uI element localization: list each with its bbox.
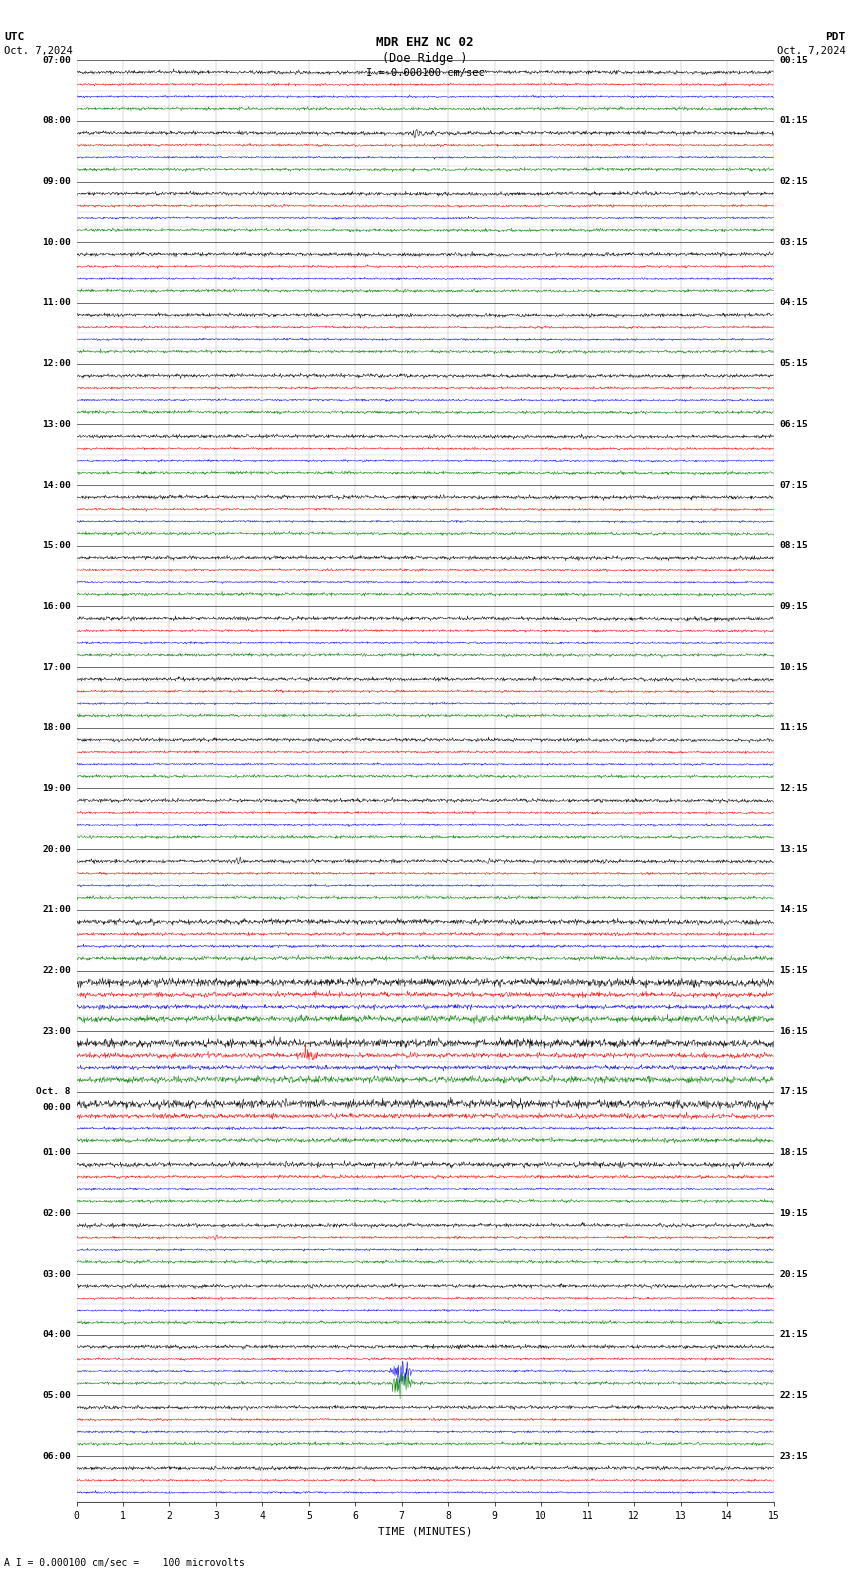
- Text: 01:00: 01:00: [42, 1148, 71, 1158]
- Text: 03:15: 03:15: [779, 238, 808, 247]
- Text: 15:15: 15:15: [779, 966, 808, 976]
- Text: 02:00: 02:00: [42, 1209, 71, 1218]
- Text: 21:00: 21:00: [42, 906, 71, 914]
- Text: 14:15: 14:15: [779, 906, 808, 914]
- Text: UTC: UTC: [4, 32, 25, 41]
- Text: 16:00: 16:00: [42, 602, 71, 611]
- Text: 15:00: 15:00: [42, 542, 71, 550]
- Text: 20:15: 20:15: [779, 1269, 808, 1278]
- Text: 02:15: 02:15: [779, 177, 808, 185]
- Text: 07:15: 07:15: [779, 480, 808, 489]
- Text: A I = 0.000100 cm/sec =    100 microvolts: A I = 0.000100 cm/sec = 100 microvolts: [4, 1559, 245, 1568]
- Text: 04:00: 04:00: [42, 1331, 71, 1338]
- Text: 19:00: 19:00: [42, 784, 71, 794]
- Text: I = 0.000100 cm/sec: I = 0.000100 cm/sec: [366, 68, 484, 78]
- Text: 19:15: 19:15: [779, 1209, 808, 1218]
- Text: 05:00: 05:00: [42, 1391, 71, 1400]
- Text: 10:00: 10:00: [42, 238, 71, 247]
- Text: 01:15: 01:15: [779, 116, 808, 125]
- Text: MDR EHZ NC 02: MDR EHZ NC 02: [377, 36, 473, 49]
- Text: 17:15: 17:15: [779, 1088, 808, 1096]
- Text: Oct. 8: Oct. 8: [37, 1088, 71, 1096]
- Text: 13:00: 13:00: [42, 420, 71, 429]
- Text: 18:15: 18:15: [779, 1148, 808, 1158]
- Text: 06:15: 06:15: [779, 420, 808, 429]
- Text: Oct. 7,2024: Oct. 7,2024: [4, 46, 73, 55]
- Text: 06:00: 06:00: [42, 1451, 71, 1460]
- Text: 18:00: 18:00: [42, 724, 71, 732]
- Text: 23:15: 23:15: [779, 1451, 808, 1460]
- Text: 10:15: 10:15: [779, 662, 808, 672]
- Text: 12:15: 12:15: [779, 784, 808, 794]
- Text: 16:15: 16:15: [779, 1026, 808, 1036]
- Text: 14:00: 14:00: [42, 480, 71, 489]
- Text: 00:00: 00:00: [42, 1102, 71, 1112]
- Text: 22:15: 22:15: [779, 1391, 808, 1400]
- Text: 04:15: 04:15: [779, 298, 808, 307]
- Text: 22:00: 22:00: [42, 966, 71, 976]
- Text: Oct. 7,2024: Oct. 7,2024: [777, 46, 846, 55]
- Text: 00:15: 00:15: [779, 55, 808, 65]
- Text: 05:15: 05:15: [779, 360, 808, 367]
- Text: 20:00: 20:00: [42, 844, 71, 854]
- Text: 17:00: 17:00: [42, 662, 71, 672]
- Text: 12:00: 12:00: [42, 360, 71, 367]
- Text: 13:15: 13:15: [779, 844, 808, 854]
- Text: 08:00: 08:00: [42, 116, 71, 125]
- Text: 23:00: 23:00: [42, 1026, 71, 1036]
- Text: 11:15: 11:15: [779, 724, 808, 732]
- Text: 09:15: 09:15: [779, 602, 808, 611]
- Text: 21:15: 21:15: [779, 1331, 808, 1338]
- Text: 03:00: 03:00: [42, 1269, 71, 1278]
- Text: 08:15: 08:15: [779, 542, 808, 550]
- Text: 09:00: 09:00: [42, 177, 71, 185]
- Text: 07:00: 07:00: [42, 55, 71, 65]
- Text: PDT: PDT: [825, 32, 846, 41]
- Text: 11:00: 11:00: [42, 298, 71, 307]
- X-axis label: TIME (MINUTES): TIME (MINUTES): [377, 1527, 473, 1536]
- Text: (Doe Ridge ): (Doe Ridge ): [382, 52, 468, 65]
